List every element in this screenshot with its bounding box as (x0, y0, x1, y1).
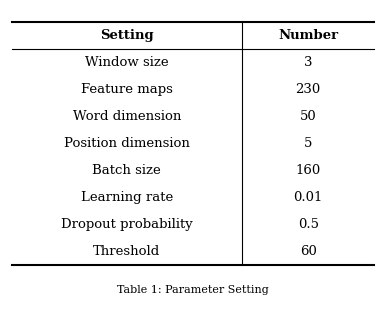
Text: Word dimension: Word dimension (73, 110, 181, 123)
Text: Batch size: Batch size (92, 164, 161, 177)
Text: Threshold: Threshold (93, 245, 161, 258)
Text: 50: 50 (300, 110, 317, 123)
Text: Setting: Setting (100, 29, 154, 42)
Text: Number: Number (278, 29, 338, 42)
Text: Feature maps: Feature maps (81, 83, 173, 96)
Text: Learning rate: Learning rate (81, 191, 173, 204)
Text: 5: 5 (304, 137, 312, 150)
Text: 160: 160 (296, 164, 321, 177)
Text: Dropout probability: Dropout probability (61, 218, 193, 231)
Text: 0.01: 0.01 (293, 191, 323, 204)
Text: 230: 230 (296, 83, 321, 96)
Text: 3: 3 (304, 56, 312, 69)
Text: 60: 60 (300, 245, 317, 258)
Text: 0.5: 0.5 (298, 218, 319, 231)
Text: Window size: Window size (85, 56, 169, 69)
Text: Table 1: Parameter Setting: Table 1: Parameter Setting (117, 285, 269, 295)
Text: Position dimension: Position dimension (64, 137, 190, 150)
